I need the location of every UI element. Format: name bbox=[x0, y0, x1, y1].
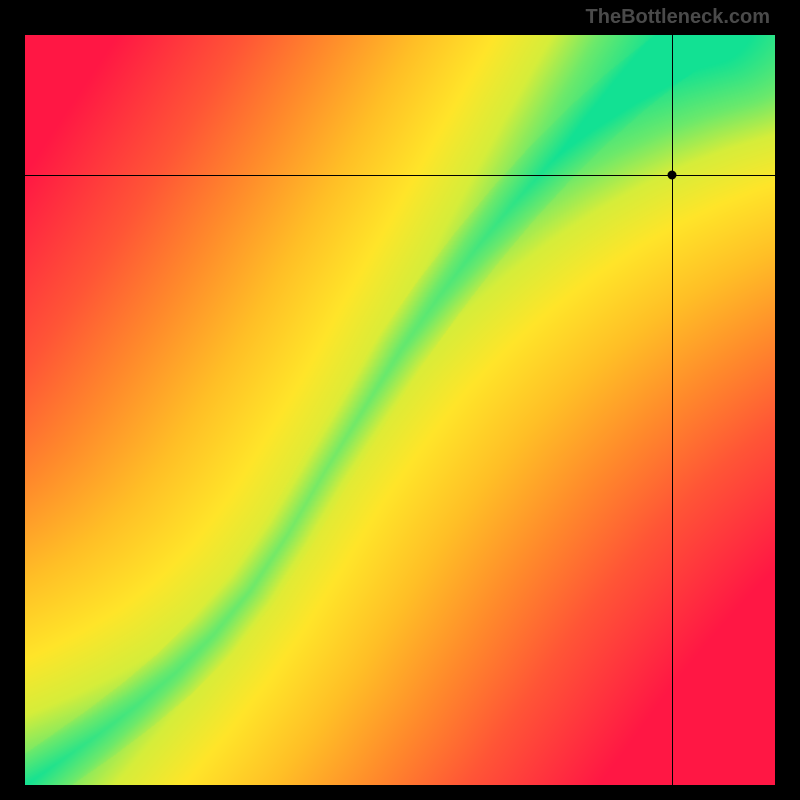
crosshair-marker bbox=[668, 170, 677, 179]
heatmap-canvas bbox=[25, 35, 775, 785]
crosshair-horizontal bbox=[25, 175, 775, 176]
crosshair-vertical bbox=[672, 35, 673, 785]
watermark-text: TheBottleneck.com bbox=[586, 6, 770, 29]
heatmap-plot bbox=[25, 35, 775, 785]
